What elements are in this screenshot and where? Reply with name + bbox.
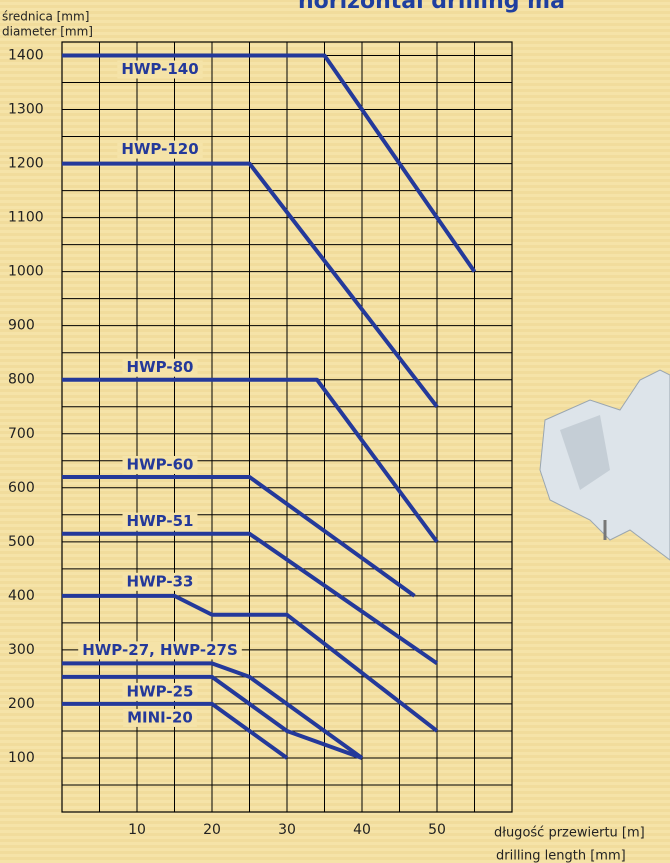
label-background — [122, 572, 198, 591]
series-line — [62, 593, 439, 733]
chart-title: horizontal drilling ma — [298, 0, 565, 14]
series-label: HWP-33 — [127, 572, 194, 590]
y-axis-label: diameter [mm] — [2, 25, 93, 39]
x-tick-label: 20 — [203, 822, 221, 838]
label-background — [122, 358, 198, 377]
series-label: HWP-120 — [121, 140, 198, 158]
x-tick-label: 40 — [353, 822, 371, 838]
series-label: HWP-80 — [127, 358, 194, 376]
y-tick-label: 700 — [8, 426, 35, 442]
x-axis-label: drilling length [mm] — [496, 849, 626, 863]
series-line — [62, 474, 416, 598]
series-label: MINI-20 — [127, 708, 193, 726]
y-tick-label: 1100 — [8, 210, 44, 226]
label-background — [117, 140, 203, 159]
series-line — [62, 674, 363, 760]
y-tick-label: 500 — [8, 534, 35, 550]
series-label: HWP-140 — [121, 60, 198, 78]
y-tick-label: 400 — [8, 588, 35, 604]
label-background — [117, 60, 203, 79]
label-background — [123, 708, 197, 727]
y-tick-label: 1000 — [8, 264, 44, 280]
label-background — [122, 682, 198, 701]
series-label: HWP-60 — [127, 455, 194, 473]
series-label: HWP-25 — [127, 682, 194, 700]
x-axis-label: długość przewiertu [m] — [494, 826, 645, 841]
y-tick-label: 600 — [8, 480, 35, 496]
machine-photo — [539, 369, 670, 561]
y-axis-label: średnica [mm] — [2, 10, 89, 24]
y-tick-label: 1300 — [8, 102, 44, 118]
label-background — [122, 512, 198, 531]
y-tick-label: 800 — [8, 372, 35, 388]
x-tick-label: 10 — [128, 822, 146, 838]
y-tick-label: 900 — [8, 318, 35, 334]
series-line — [62, 701, 289, 760]
y-tick-label: 1200 — [8, 156, 44, 172]
series-line — [62, 161, 439, 408]
y-tick-label: 1400 — [8, 48, 44, 64]
y-tick-label: 100 — [8, 750, 35, 766]
label-background — [78, 641, 242, 660]
series-line — [62, 53, 477, 273]
y-tick-label: 200 — [8, 696, 35, 712]
x-tick-label: 50 — [428, 822, 446, 838]
series-label: HWP-51 — [127, 512, 194, 530]
series-line — [62, 377, 439, 544]
y-tick-label: 300 — [8, 642, 35, 658]
x-tick-label: 30 — [278, 822, 296, 838]
label-background — [122, 455, 198, 474]
series-line — [62, 661, 364, 760]
series-line — [62, 531, 439, 666]
series-label: HWP-27, HWP-27S — [82, 641, 238, 659]
